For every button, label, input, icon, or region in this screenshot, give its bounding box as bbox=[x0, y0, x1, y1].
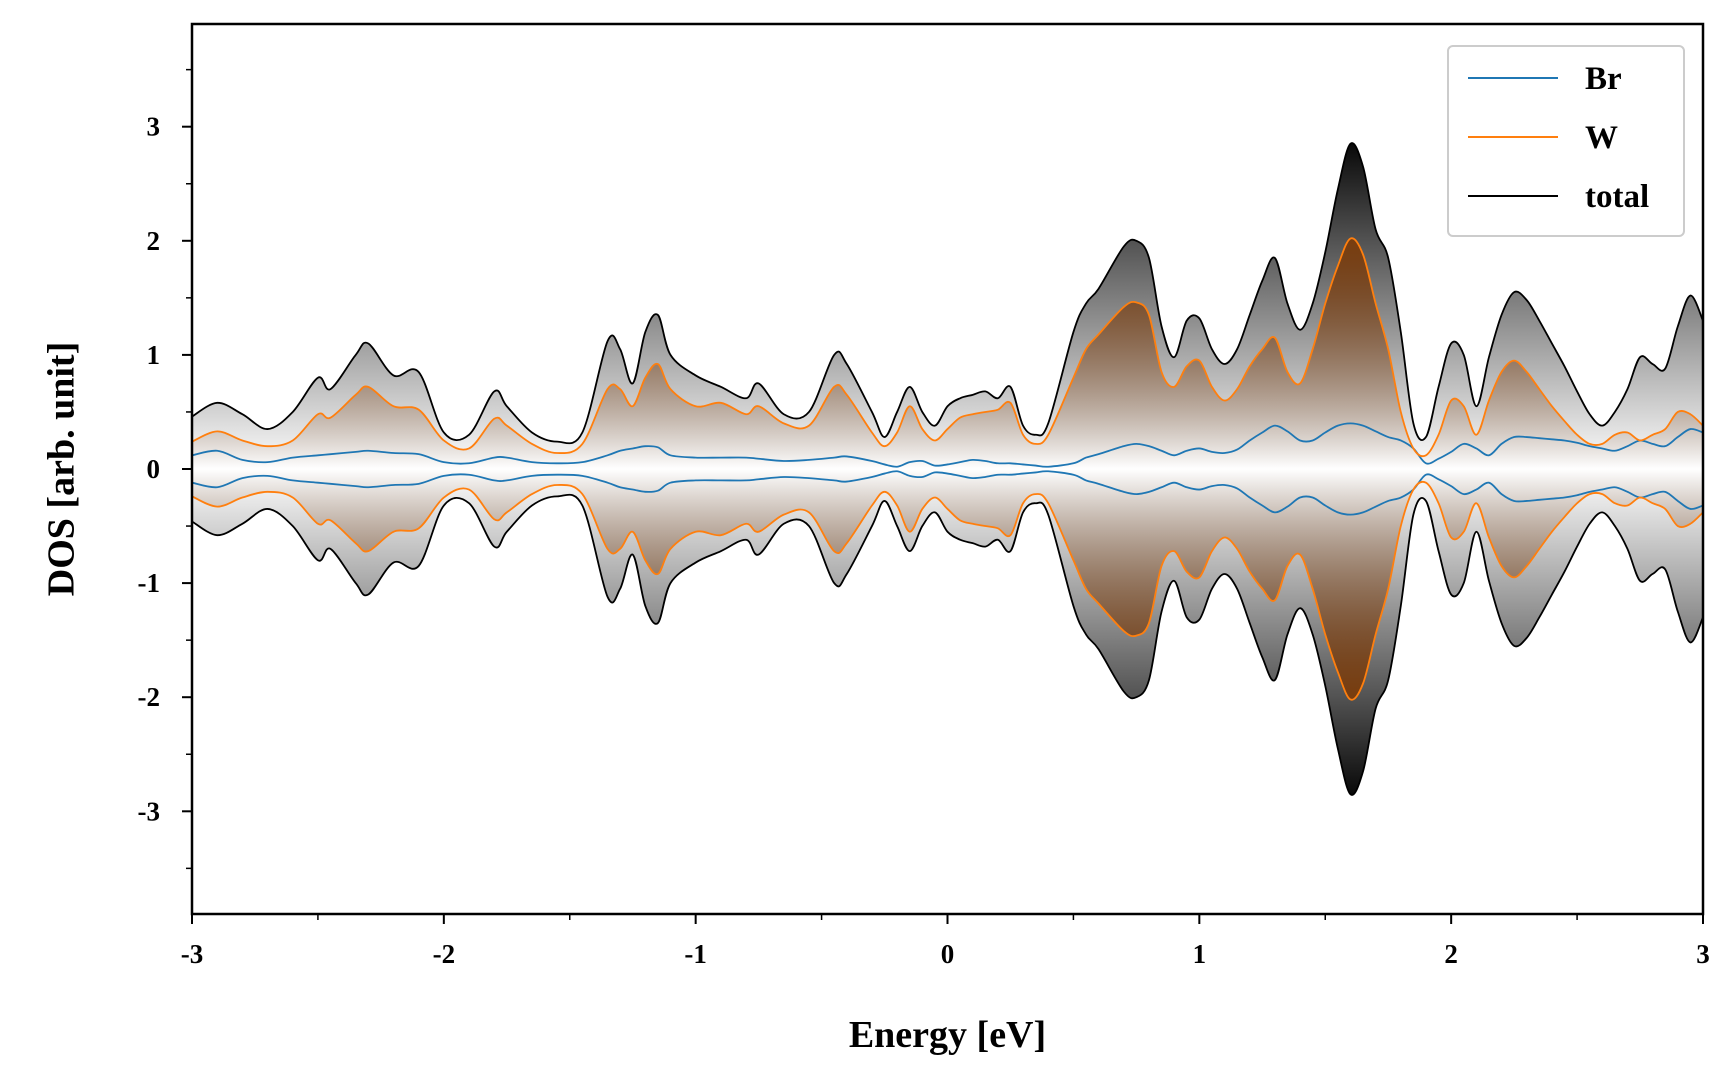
y-tick-label: -3 bbox=[138, 796, 161, 826]
fill-w-up bbox=[192, 238, 1703, 469]
fill-w-down bbox=[192, 469, 1703, 700]
fill-layer bbox=[192, 143, 1703, 795]
x-tick-label: 1 bbox=[1193, 939, 1207, 969]
x-tick-label: -1 bbox=[684, 939, 707, 969]
x-tick-label: -3 bbox=[181, 939, 204, 969]
line-br-up bbox=[192, 422, 1703, 468]
y-tick-label: 2 bbox=[147, 226, 161, 256]
legend-label-w: W bbox=[1585, 120, 1618, 156]
axis-ticks: -3 -2 -1 0 1 2 3 -3 -2 -1 0 1 2 3 bbox=[138, 68, 1710, 969]
line-total-down bbox=[192, 493, 1703, 796]
line-w-up bbox=[192, 237, 1703, 458]
legend-label-br: Br bbox=[1585, 61, 1622, 97]
x-tick-label: 3 bbox=[1696, 939, 1710, 969]
legend-label-total: total bbox=[1585, 179, 1649, 215]
y-tick-label: -2 bbox=[138, 682, 161, 712]
y-tick-label: -1 bbox=[138, 568, 161, 598]
y-tick-label: 1 bbox=[147, 340, 161, 370]
legend-box bbox=[1447, 45, 1685, 237]
y-axis-title: DOS [arb. unit] bbox=[40, 342, 82, 596]
line-w-down bbox=[192, 480, 1703, 701]
x-axis-title: Energy [eV] bbox=[849, 1014, 1046, 1056]
y-tick-label: 3 bbox=[147, 112, 161, 142]
line-br-down bbox=[192, 470, 1703, 516]
x-tick-label: -2 bbox=[433, 939, 456, 969]
y-tick-label: 0 bbox=[147, 454, 161, 484]
x-tick-label: 2 bbox=[1444, 939, 1458, 969]
line-total-up bbox=[192, 142, 1703, 445]
line-layer bbox=[192, 142, 1703, 796]
x-tick-label: 0 bbox=[941, 939, 955, 969]
